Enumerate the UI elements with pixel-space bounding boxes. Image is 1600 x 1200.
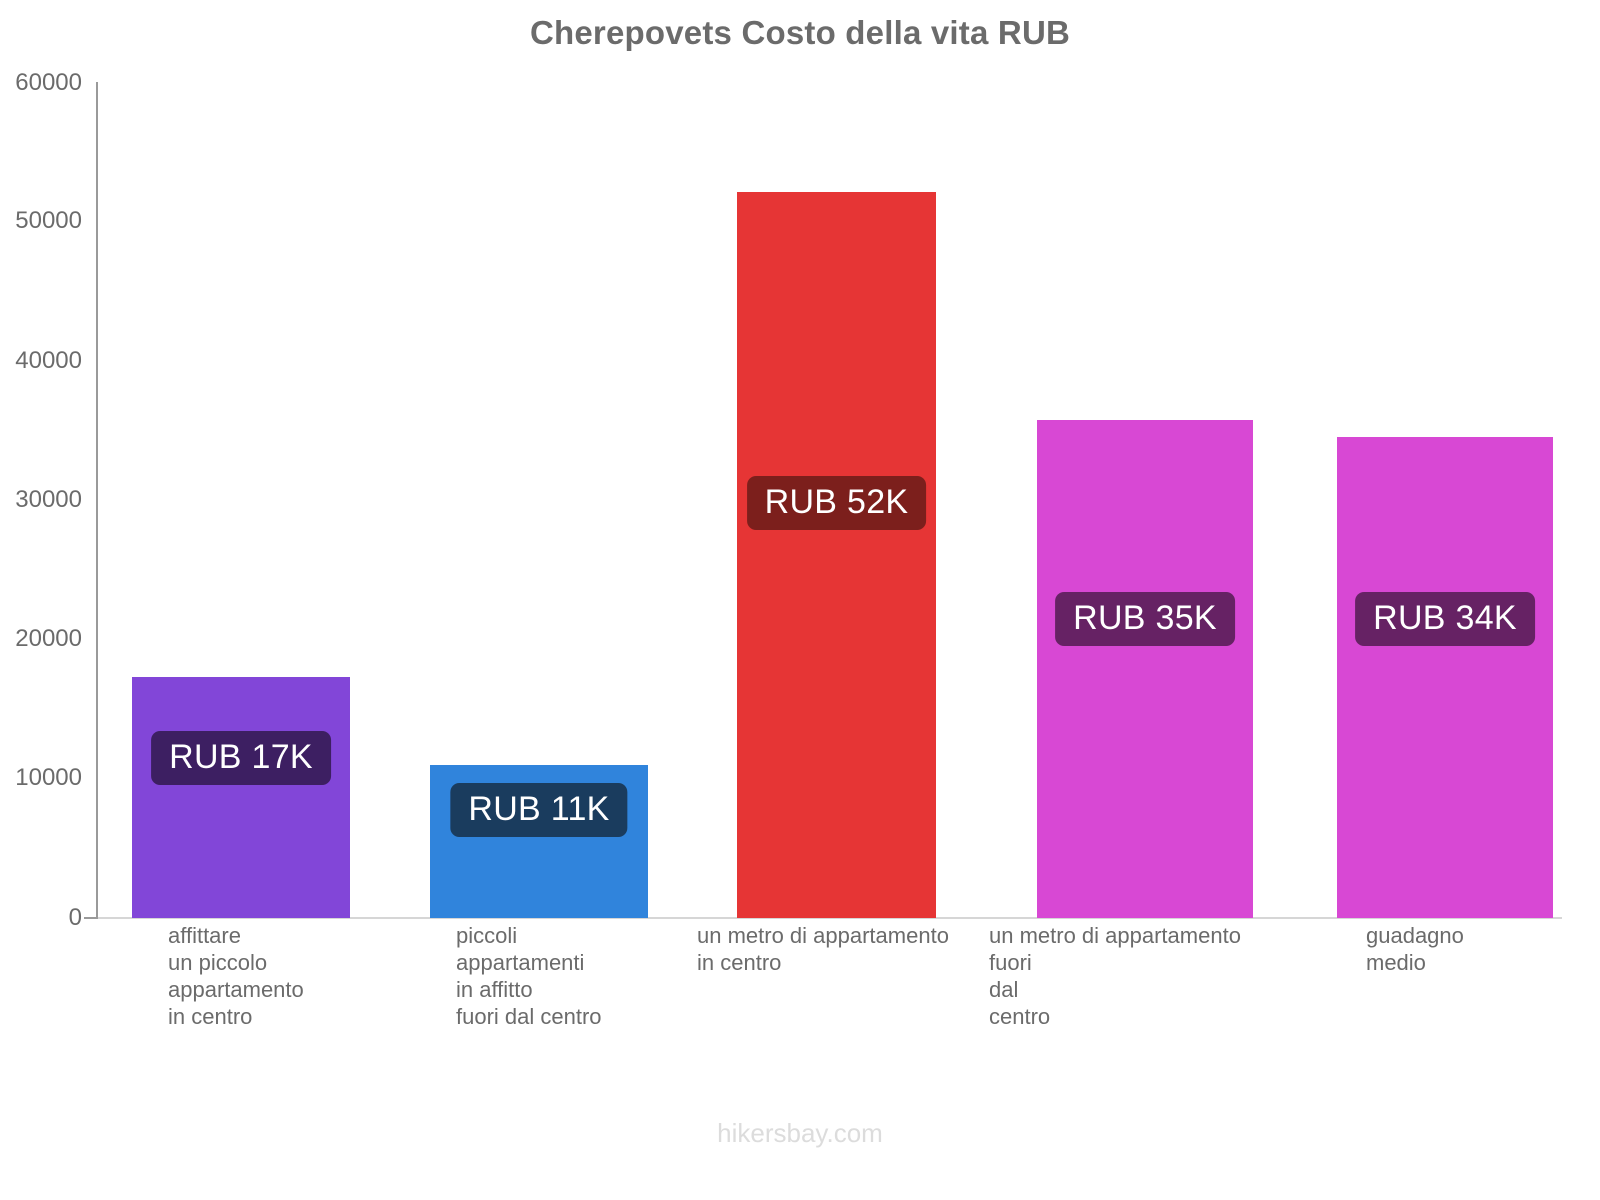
x-axis-label-2: piccoli appartamenti in affitto fuori da…: [456, 923, 602, 1029]
bar-value-label-3: RUB 52K: [746, 476, 927, 530]
bar-value-label-5: RUB 34K: [1355, 592, 1535, 646]
y-axis-tick-40000: 40000: [15, 347, 82, 374]
site-watermark: hikersbay.com: [717, 1118, 883, 1148]
bar-value-label-2: RUB 11K: [450, 783, 628, 837]
bar-affittare-un-piccolo-appartamento-in-centro[interactable]: RUB 17K: [132, 677, 350, 918]
plot-area: RUB 17K RUB 11K RUB 52K RUB 35K RUB 34K: [96, 82, 1562, 918]
y-axis-tick-20000: 20000: [15, 625, 82, 652]
bar-value-label-4: RUB 35K: [1055, 592, 1235, 646]
bar-value-label-1: RUB 17K: [151, 731, 331, 785]
y-axis-tick-50000: 50000: [15, 207, 82, 234]
bar-piccoli-appartamenti-in-affitto-fuori-dal-centro[interactable]: RUB 11K: [430, 765, 648, 918]
x-axis-label-3: un metro di appartamento in centro: [697, 923, 949, 975]
y-axis-tick-0: 0: [68, 904, 82, 931]
x-axis-label-5: guadagno medio: [1366, 923, 1464, 975]
x-axis-label-1: affittare un piccolo appartamento in cen…: [168, 923, 304, 1029]
bar-un-metro-di-appartamento-fuori-dal-centro[interactable]: RUB 35K: [1037, 420, 1253, 918]
x-axis-baseline: [96, 917, 1562, 919]
y-axis-line: [96, 82, 98, 918]
bar-guadagno-medio[interactable]: RUB 34K: [1337, 437, 1553, 918]
page-title: Cherepovets Costo della vita RUB: [529, 14, 1071, 51]
y-axis-tick-60000: 60000: [15, 69, 82, 96]
y-axis-zero-tick: [84, 917, 98, 919]
y-axis-tick-10000: 10000: [15, 764, 82, 791]
bar-un-metro-di-appartamento-in-centro[interactable]: RUB 52K: [737, 192, 936, 918]
y-axis-tick-30000: 30000: [15, 486, 82, 513]
x-axis-label-4: un metro di appartamento fuori dal centr…: [989, 923, 1241, 1029]
